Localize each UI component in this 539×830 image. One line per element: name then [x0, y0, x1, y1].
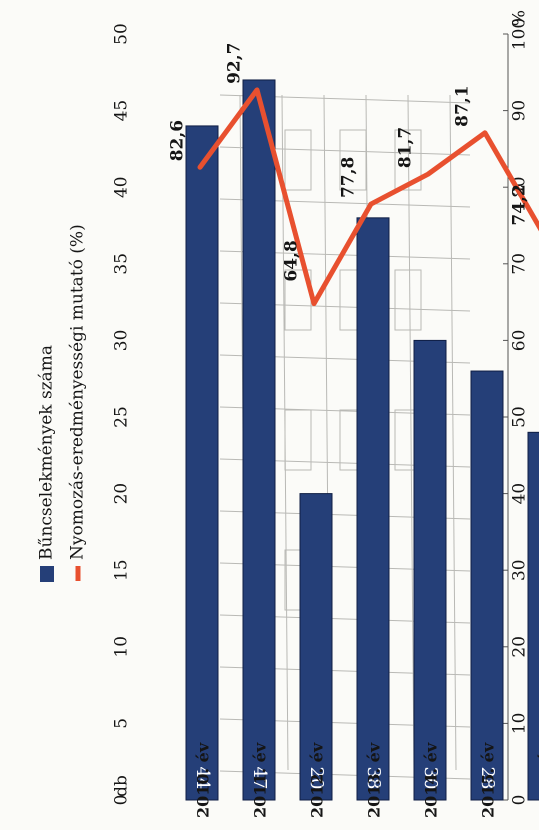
bar-value-label: 38: [363, 767, 384, 790]
bar-value-label: 20: [306, 767, 327, 790]
left-tick-label: 25: [112, 406, 132, 428]
category-label: 2015. év: [479, 742, 498, 818]
sketch-line: [449, 94, 457, 771]
sketch-window: [284, 409, 312, 471]
legend-label-bars: Bűncselekmények száma: [37, 345, 57, 560]
left-axis-unit: db: [112, 775, 132, 797]
bar-series: 44 47 20 38 30 28 24: [185, 79, 539, 801]
sketch-window: [394, 129, 422, 191]
line-value-label: 82,6: [168, 120, 188, 161]
left-tick-label: 0: [112, 795, 132, 806]
category-labels: 2010. év 2011. év 2012. év 2013. év 2014. év…: [194, 742, 539, 818]
bar-value-label: 47: [249, 767, 270, 790]
right-tick-label: 20: [510, 636, 530, 658]
left-tick-label: 15: [112, 559, 132, 581]
bar-value-label: 44: [192, 767, 213, 790]
sketch-window: [284, 129, 312, 191]
legend-swatch-bars: [40, 566, 54, 582]
category-label: 2013. év: [365, 742, 384, 818]
line-value-label: 64,8: [282, 240, 302, 281]
bar-2016: [527, 431, 539, 801]
sketch-window: [339, 129, 367, 191]
bar-value-label: 24: [534, 767, 539, 790]
right-tick-label: 10: [510, 713, 530, 735]
right-tick-label: 0: [510, 795, 530, 806]
bar-2014: [413, 339, 447, 801]
left-tick-label: 35: [112, 253, 132, 275]
bar-value-label: 30: [420, 767, 441, 790]
left-tick-label: 5: [112, 718, 132, 729]
left-tick-label: 10: [112, 636, 132, 658]
sketch-line: [407, 94, 415, 771]
right-tick-label: 40: [510, 483, 530, 505]
left-tick-label: 40: [112, 176, 132, 198]
line-value-label: 92,7: [225, 43, 245, 84]
left-tick-label: 30: [112, 330, 132, 352]
left-tick-label: 45: [112, 100, 132, 122]
right-tick-label: 30: [510, 559, 530, 581]
left-axis: 0 5 10 15 20 25 30 35 40 45 50 db: [112, 23, 509, 805]
right-tick-label: 70: [510, 253, 530, 275]
right-tick-label: 100: [510, 18, 530, 50]
line-value-label: 77,8: [339, 157, 359, 198]
bar-2015: [470, 370, 504, 801]
line-value-label: 74,2: [510, 184, 530, 225]
sketch-window: [394, 269, 422, 331]
bar-2012: [299, 493, 333, 801]
category-label: 2012. év: [308, 742, 327, 818]
legend: Bűncselekmények száma Nyomozás-eredményes…: [37, 224, 88, 582]
bar-2011: [242, 79, 276, 801]
line-series: 82,6 92,7 64,8 77,8 81,7 87,1 74,2: [168, 43, 539, 307]
line-path: [197, 87, 539, 307]
right-tick-label: 90: [510, 100, 530, 122]
right-tick-label: 60: [510, 330, 530, 352]
legend-label-line: Nyomozás-eredményességi mutató (%): [68, 224, 88, 560]
left-tick-label: 50: [112, 23, 132, 45]
right-tick-label: 50: [510, 406, 530, 428]
category-label: 2016. év: [536, 742, 539, 818]
bar-value-label: 28: [477, 767, 498, 790]
line-value-label: 81,7: [396, 127, 416, 168]
bar-2013: [356, 217, 390, 801]
category-label: 2011. év: [251, 742, 270, 818]
left-tick-label: 20: [112, 483, 132, 505]
category-label: 2010. év: [194, 742, 213, 818]
right-axis-unit: %: [510, 10, 530, 26]
bar-2010: [185, 125, 219, 801]
category-label: 2014. év: [422, 742, 441, 818]
line-value-label: 87,1: [453, 85, 473, 126]
